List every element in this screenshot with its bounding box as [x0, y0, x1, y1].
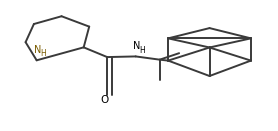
Text: O: O: [100, 95, 108, 105]
Text: N: N: [133, 41, 140, 51]
Text: N: N: [34, 45, 42, 55]
Text: H: H: [41, 49, 46, 58]
Text: H: H: [139, 46, 145, 55]
